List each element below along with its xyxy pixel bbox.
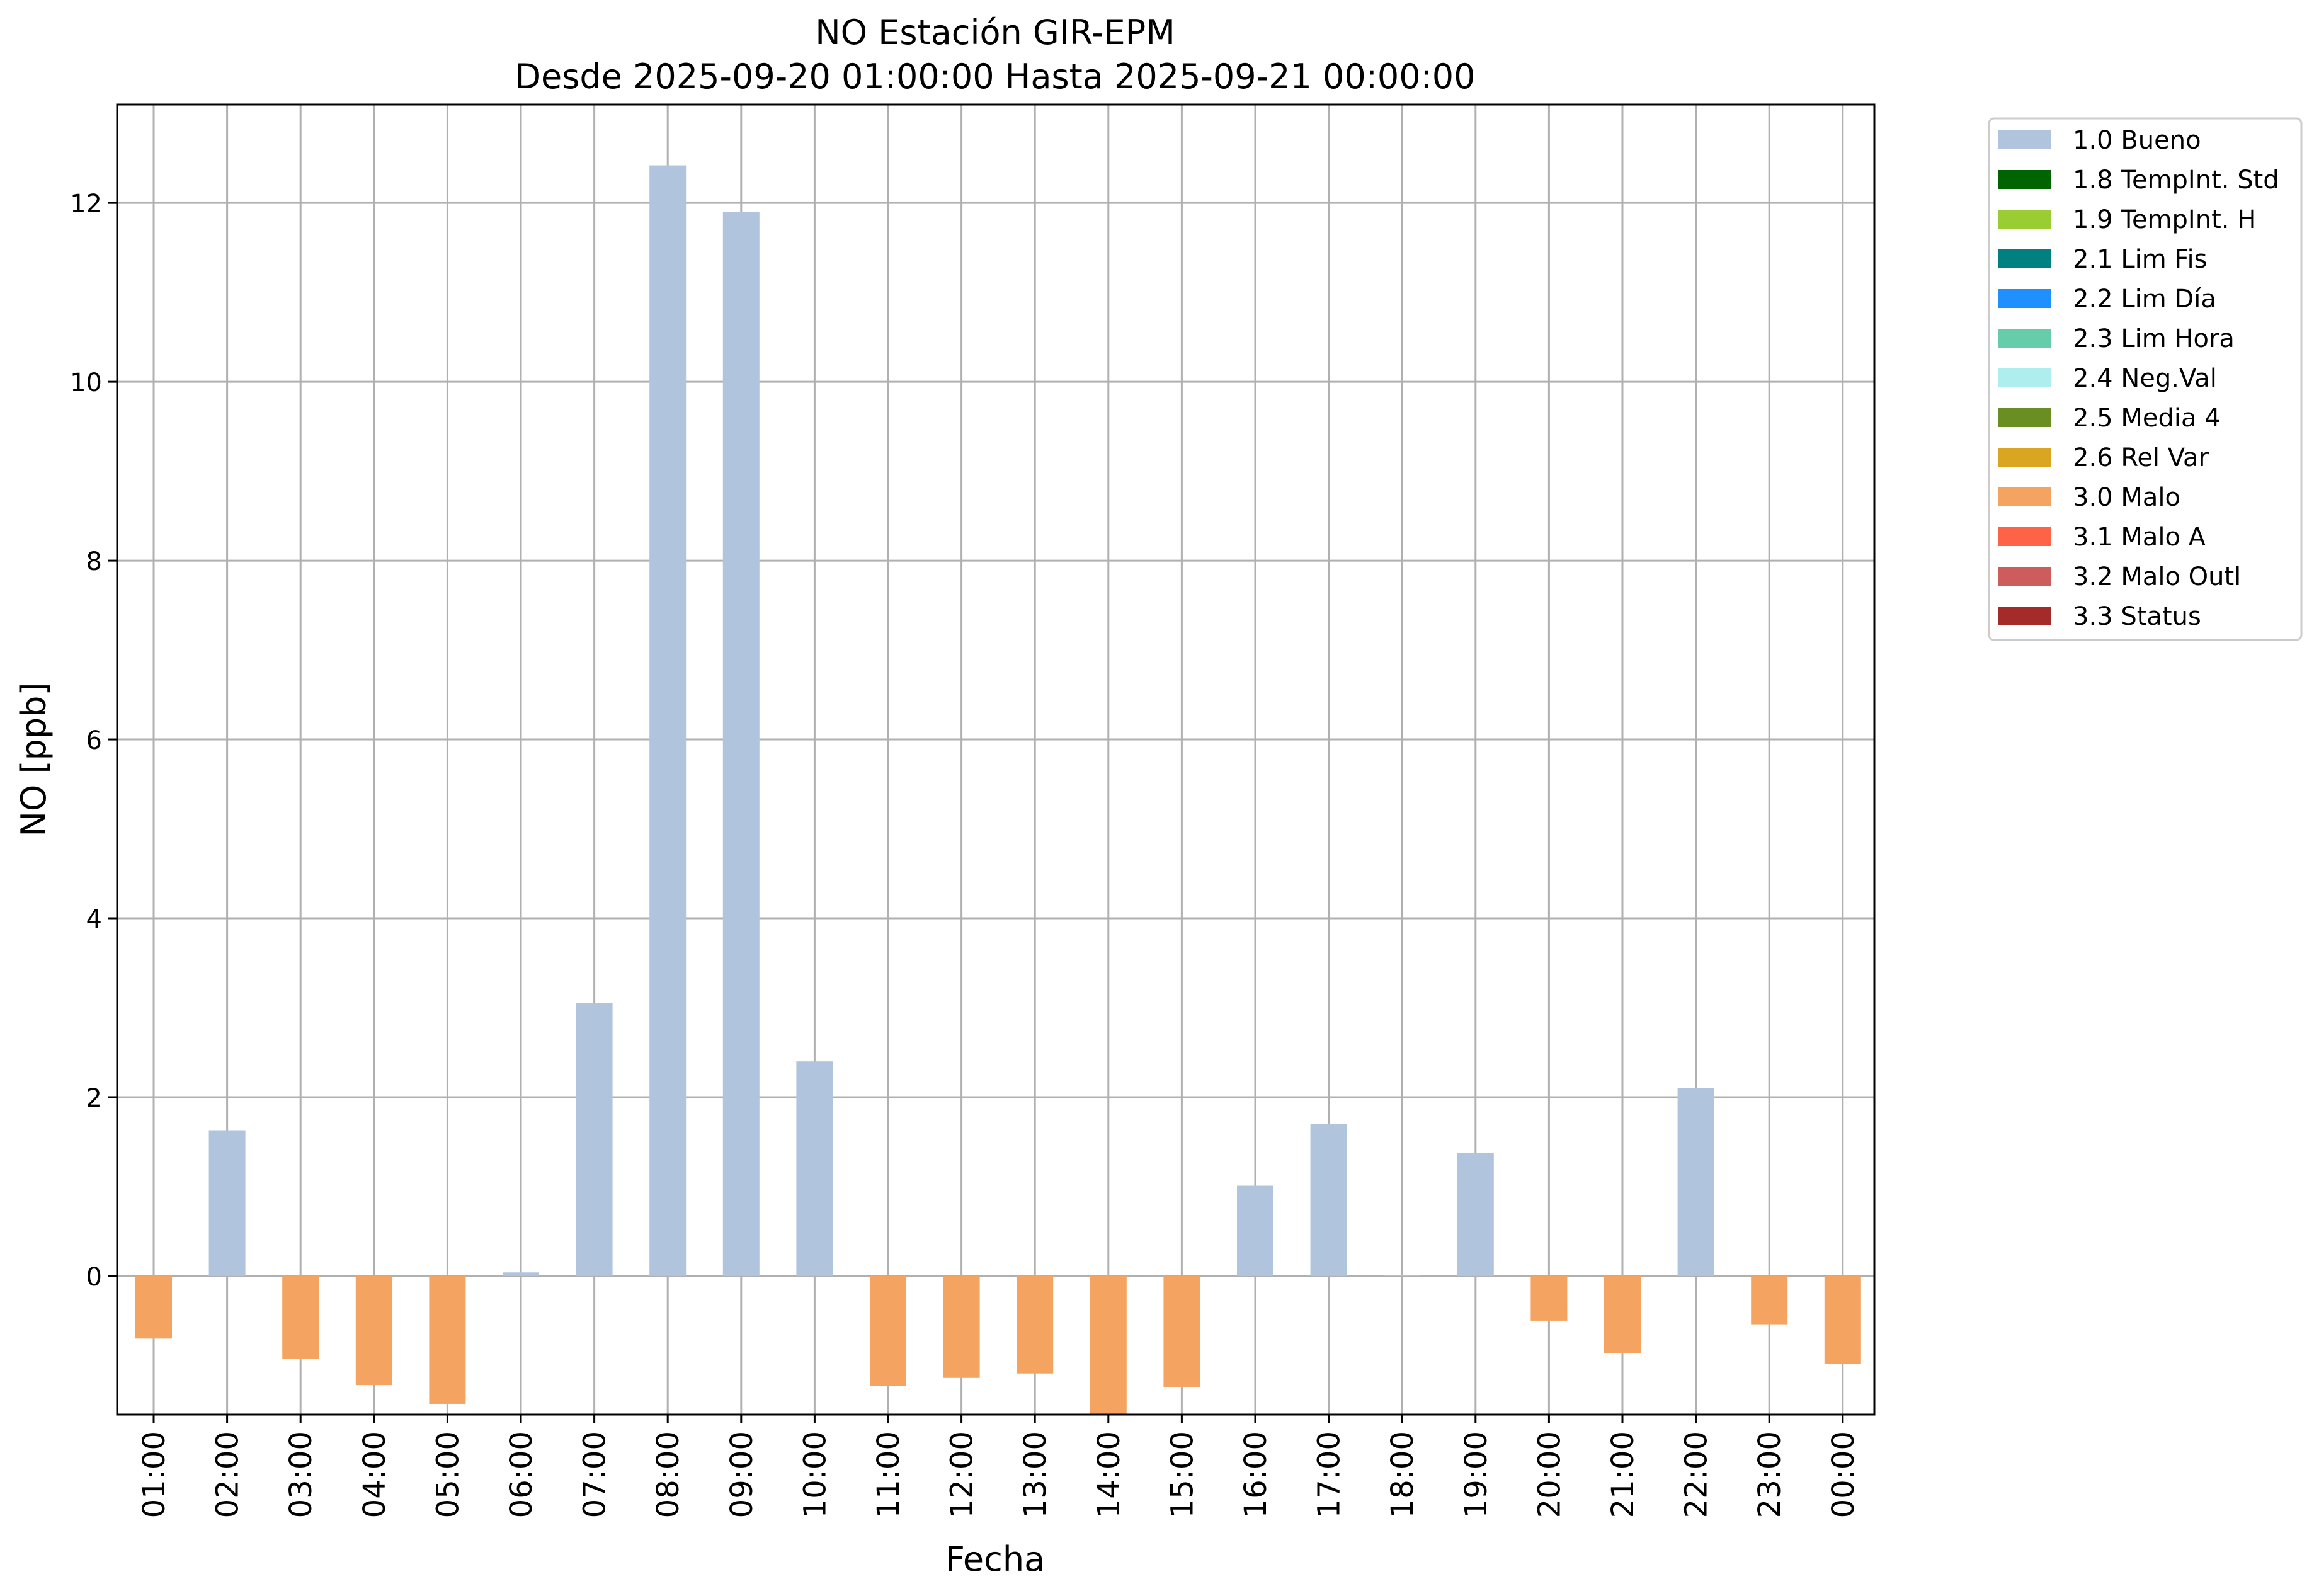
y-tick-label: 2 — [86, 1084, 102, 1113]
legend-label: 1.0 Bueno — [2073, 126, 2201, 155]
y-tick-label: 12 — [70, 190, 102, 219]
legend-label: 2.6 Rel Var — [2073, 443, 2209, 472]
x-tick-label: 19:00 — [1459, 1431, 1494, 1518]
x-tick-label: 16:00 — [1238, 1431, 1273, 1518]
legend-swatch — [1998, 210, 2051, 229]
x-tick-label: 15:00 — [1165, 1431, 1200, 1518]
bar — [1163, 1275, 1200, 1387]
bar — [870, 1275, 906, 1386]
bar — [649, 165, 687, 1276]
y-tick-label: 0 — [86, 1263, 102, 1292]
x-tick-label: 18:00 — [1385, 1431, 1420, 1518]
x-tick-label: 09:00 — [724, 1431, 760, 1518]
x-tick-label: 14:00 — [1091, 1431, 1127, 1518]
legend-label: 2.2 Lim Día — [2073, 285, 2216, 314]
bar — [208, 1130, 246, 1276]
x-tick-label: 05:00 — [430, 1431, 465, 1518]
bar — [576, 1003, 613, 1276]
x-tick-label: 00:00 — [1826, 1431, 1861, 1518]
x-tick-label: 07:00 — [578, 1431, 613, 1518]
bar — [429, 1275, 466, 1404]
x-tick-label: 12:00 — [945, 1431, 980, 1518]
bar — [135, 1275, 172, 1339]
x-tick-label: 21:00 — [1605, 1431, 1641, 1518]
x-tick-label: 04:00 — [357, 1431, 392, 1518]
y-tick-label: 10 — [70, 368, 102, 397]
x-tick-label: 02:00 — [210, 1431, 246, 1518]
chart-title: NO Estación GIR-EPM — [815, 13, 1175, 52]
bar — [1237, 1185, 1273, 1276]
legend-label: 1.8 TempInt. Std — [2073, 166, 2279, 195]
legend-label: 3.2 Malo Outl — [2073, 562, 2241, 591]
x-tick-label: 03:00 — [283, 1431, 319, 1518]
bar — [1384, 1275, 1421, 1276]
bar — [1751, 1275, 1788, 1325]
bar — [1677, 1088, 1714, 1276]
x-tick-label: 01:00 — [137, 1431, 172, 1518]
bar — [796, 1061, 833, 1276]
legend-swatch — [1998, 368, 2051, 387]
x-tick-label: 20:00 — [1532, 1431, 1567, 1518]
legend-label: 3.1 Malo A — [2073, 523, 2206, 552]
legend-swatch — [1998, 607, 2051, 625]
legend-swatch — [1998, 289, 2051, 308]
legend-swatch — [1998, 249, 2051, 268]
bar — [1090, 1275, 1127, 1415]
x-tick-label: 11:00 — [871, 1431, 906, 1518]
bar — [1604, 1275, 1641, 1354]
plot-frame — [116, 103, 1876, 1416]
bar — [1017, 1275, 1054, 1374]
legend-label: 3.0 Malo — [2073, 483, 2180, 512]
legend-frame — [1988, 117, 2303, 641]
legend-swatch — [1998, 487, 2051, 506]
legend-swatch — [1998, 527, 2051, 546]
legend-swatch — [1998, 329, 2051, 348]
bars — [135, 165, 1861, 1415]
bar — [503, 1272, 539, 1276]
legend-swatch — [1998, 567, 2051, 586]
legend-label: 2.1 Lim Fis — [2073, 245, 2207, 274]
x-tick-label: 23:00 — [1752, 1431, 1787, 1518]
grid — [117, 105, 1874, 1415]
legend-label: 3.3 Status — [2073, 602, 2201, 631]
y-tick-label: 8 — [86, 547, 102, 576]
legend-label: 2.5 Media 4 — [2073, 404, 2221, 433]
bar — [1824, 1275, 1861, 1364]
x-axis: 01:00 02:00 03:00 04:00 05:00 06:00 07:00 08:00… — [137, 1415, 1861, 1518]
y-tick-label: 6 — [86, 726, 102, 755]
bar — [722, 212, 760, 1276]
y-tick-label: 4 — [86, 905, 102, 934]
x-tick-label: 10:00 — [797, 1431, 833, 1518]
legend-label: 2.3 Lim Hora — [2073, 324, 2235, 353]
legend-label: 1.9 TempInt. H — [2073, 205, 2256, 234]
legend-label: 2.4 Neg.Val — [2073, 364, 2217, 393]
x-tick-label: 08:00 — [651, 1431, 686, 1518]
legend-swatch — [1998, 448, 2051, 467]
legend-swatch — [1998, 130, 2051, 149]
bar — [1530, 1275, 1568, 1321]
x-tick-label: 13:00 — [1018, 1431, 1053, 1518]
legend-swatch — [1998, 408, 2051, 427]
bar — [282, 1275, 319, 1359]
y-axis-label: NO [ppb] — [14, 682, 54, 836]
x-tick-label: 06:00 — [504, 1431, 539, 1518]
chart-subtitle: Desde 2025-09-20 01:00:00 Hasta 2025-09-… — [515, 57, 1475, 96]
x-tick-label: 17:00 — [1312, 1431, 1347, 1518]
y-axis: 0 2 4 6 8 10 12 — [70, 190, 117, 1292]
legend: 1.0 Bueno 1.8 TempInt. Std 1.9 TempInt. H 2… — [1988, 117, 2303, 641]
x-tick-label: 22:00 — [1679, 1431, 1714, 1518]
bar — [1310, 1124, 1347, 1276]
bar — [1457, 1153, 1494, 1276]
bar — [355, 1275, 392, 1386]
x-axis-label: Fecha — [945, 1539, 1045, 1579]
legend-swatch — [1998, 170, 2051, 189]
bar — [943, 1275, 980, 1378]
